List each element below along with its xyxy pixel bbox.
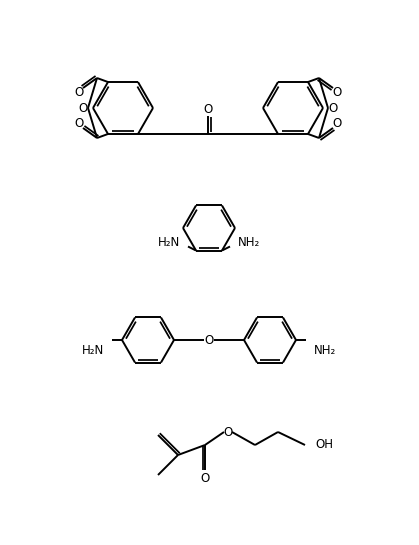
Text: O: O bbox=[75, 86, 84, 99]
Text: O: O bbox=[223, 426, 233, 439]
Text: O: O bbox=[203, 104, 212, 117]
Text: H₂N: H₂N bbox=[82, 343, 104, 356]
Text: NH₂: NH₂ bbox=[238, 236, 260, 249]
Text: O: O bbox=[78, 101, 88, 114]
Text: H₂N: H₂N bbox=[158, 236, 180, 249]
Text: O: O bbox=[332, 86, 341, 99]
Text: O: O bbox=[200, 471, 210, 485]
Text: NH₂: NH₂ bbox=[314, 343, 336, 356]
Text: O: O bbox=[204, 334, 214, 347]
Text: O: O bbox=[332, 118, 341, 130]
Text: O: O bbox=[75, 118, 84, 130]
Text: OH: OH bbox=[315, 439, 333, 451]
Text: O: O bbox=[328, 101, 338, 114]
